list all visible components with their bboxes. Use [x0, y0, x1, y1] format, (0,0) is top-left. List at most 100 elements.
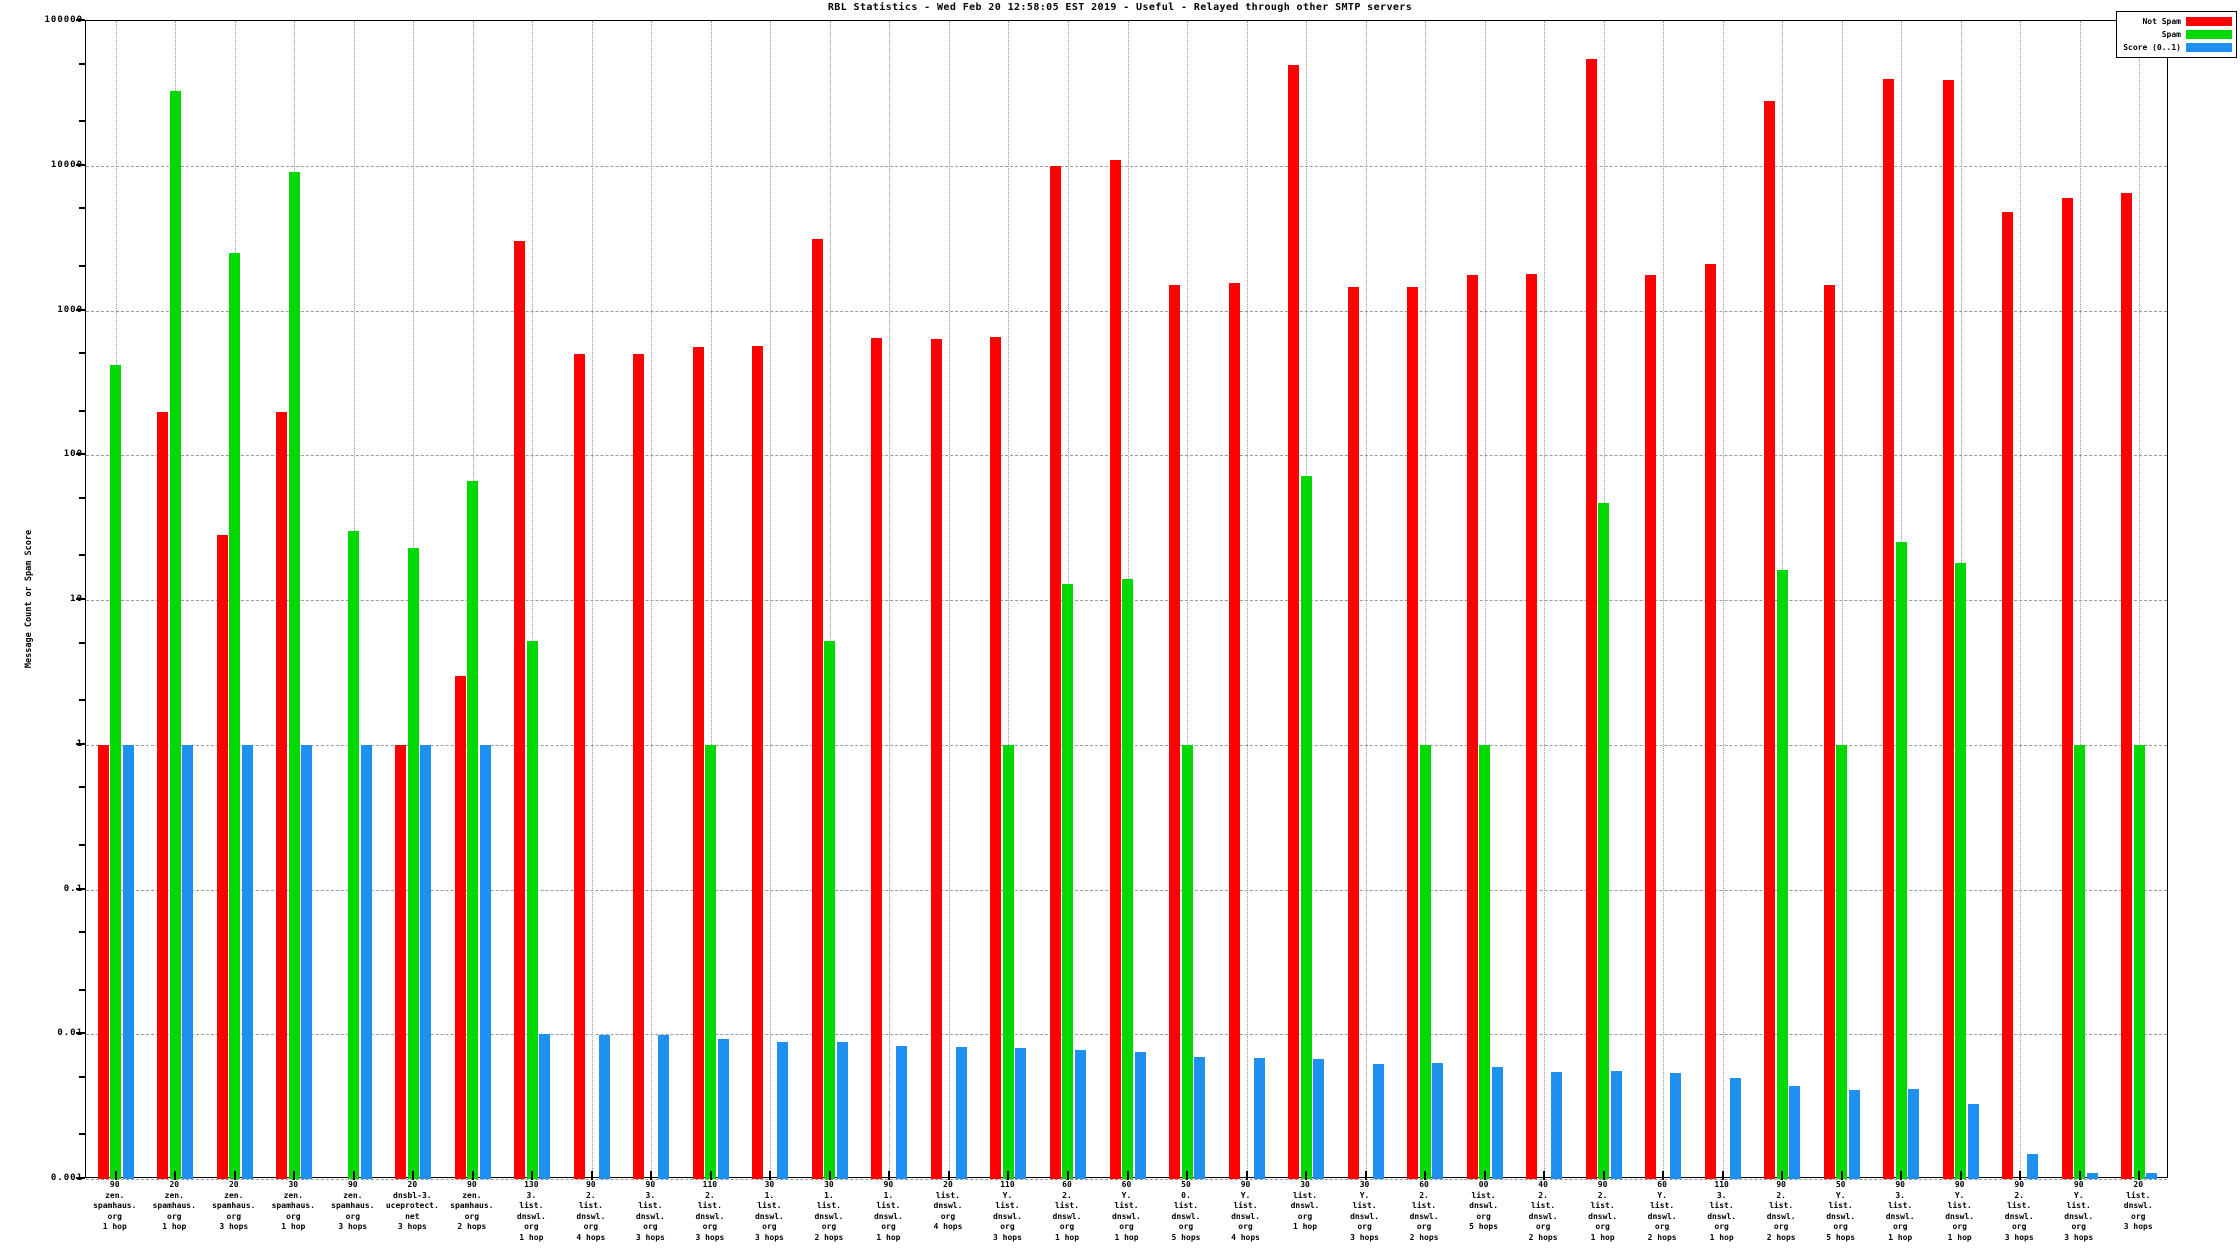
x-tick-label: 90 Y. list. dnswl. org 1 hop [1945, 1180, 1974, 1243]
x-label-domain-part: list. [757, 1201, 782, 1210]
bar-score [2146, 1173, 2158, 1179]
x-label-domain-part: Y. [1657, 1190, 1667, 1200]
bar-spam [467, 481, 479, 1179]
x-label-domain-part: list. [995, 1201, 1020, 1210]
x-tick-label: 90 1. list. dnswl. org 1 hop [874, 1180, 903, 1243]
x-label-hops: 3 hops [2064, 1232, 2094, 1242]
x-label-domain-part: org [583, 1222, 599, 1231]
y-tick-label: 100 [63, 449, 83, 460]
y-tick-mark-minor [79, 699, 85, 702]
x-label-domain-part: org [1952, 1222, 1967, 1231]
x-tick-mark [1126, 1171, 1129, 1180]
plot-area [85, 20, 2168, 1180]
x-tick-mark [114, 1171, 117, 1180]
x-label-score: 20 [943, 1180, 953, 1189]
y-tick-label: 0.1 [63, 883, 83, 894]
x-label-hops: 2 hops [1528, 1232, 1558, 1242]
y-tick-mark [76, 598, 85, 600]
bar-score [1729, 1077, 1741, 1179]
x-label-domain-part: dnswl. [1588, 1211, 1618, 1221]
bar-not-spam [1883, 78, 1895, 1179]
x-label-domain-part: list. [2126, 1190, 2151, 1200]
x-label-score: 90 [2014, 1180, 2025, 1189]
x-label-domain-part: org [345, 1211, 361, 1221]
x-label-domain-part: org [1476, 1211, 1491, 1221]
bar-not-spam [1109, 159, 1121, 1179]
y-tick-mark-minor [79, 352, 85, 355]
x-label-domain-part: 3. [1895, 1190, 1905, 1200]
x-label-domain-part: dnswl. [1528, 1211, 1558, 1221]
bar-score [717, 1038, 729, 1179]
x-tick-label: 30 1. list. dnswl. org 3 hops [755, 1180, 784, 1243]
bar-spam [2074, 744, 2086, 1179]
x-label-hops: 2 hops [1647, 1232, 1677, 1242]
gridline-vertical [2139, 21, 2141, 1177]
x-label-hops: 1 hop [1054, 1232, 1080, 1242]
x-tick-mark [590, 1171, 593, 1180]
x-tick-mark [1781, 1171, 1784, 1180]
bar-score [1967, 1103, 1979, 1179]
x-tick-mark [1007, 1171, 1010, 1180]
x-label-domain-part: Y. [1121, 1190, 1132, 1200]
x-label-domain-part: org [762, 1222, 777, 1231]
y-tick-label: 0.01 [57, 1028, 83, 1039]
x-tick-label: 90 2. list. dnswl. org 3 hops [2005, 1180, 2034, 1243]
x-label-domain-part: list. [2007, 1201, 2032, 1210]
y-tick-label: 1000 [57, 304, 83, 315]
bar-spam [1419, 744, 1431, 1179]
x-label-score: 90 [1895, 1180, 1905, 1189]
x-tick-mark [1245, 1171, 1248, 1180]
x-label-domain-part: spamhaus. [152, 1201, 196, 1210]
x-label-hops: 1 hop [162, 1222, 187, 1231]
x-tick-mark [888, 1171, 891, 1180]
x-label-hops: 3 hops [2004, 1232, 2034, 1242]
x-label-domain-part: 2. [1419, 1190, 1429, 1200]
y-tick-mark [76, 19, 85, 21]
bar-not-spam [1407, 287, 1419, 1179]
x-label-domain-part: dnswl. [1469, 1201, 1499, 1210]
x-label-score: 00 [1478, 1180, 1489, 1189]
x-tick-mark [1959, 1171, 1962, 1180]
x-label-domain-part: Y. [1359, 1190, 1370, 1200]
legend-label-not-spam: Not Spam [2142, 17, 2181, 26]
x-label-domain-part: dnswl. [635, 1211, 665, 1221]
x-tick-mark [1662, 1171, 1665, 1180]
x-label-domain-part: org [286, 1211, 301, 1221]
x-label-domain-part: net [405, 1211, 420, 1221]
gridline-vertical [770, 21, 772, 1177]
bar-spam [407, 547, 419, 1179]
y-tick-mark-minor [79, 931, 85, 934]
x-label-domain-part: list. [1471, 1190, 1496, 1200]
x-label-hops: 2 hops [1766, 1232, 1796, 1242]
gridline-vertical [2020, 21, 2022, 1177]
gridline-vertical [1365, 21, 1367, 1177]
x-label-domain-part: list. [519, 1201, 544, 1210]
bar-score [539, 1034, 551, 1179]
x-label-domain-part: dnswl. [1766, 1211, 1796, 1221]
x-label-hops: 1 hop [1292, 1222, 1318, 1231]
x-label-hops: 1 hop [519, 1232, 544, 1242]
gridline-vertical [889, 21, 891, 1177]
x-label-hops: 1 hop [876, 1232, 901, 1242]
x-label-score: 90 [1954, 1180, 1965, 1189]
x-label-domain-part: list. [1531, 1201, 1556, 1210]
x-label-hops: 3 hops [338, 1222, 368, 1231]
x-label-score: 90 [883, 1180, 894, 1189]
bar-score [2027, 1153, 2039, 1179]
x-tick-mark [650, 1171, 653, 1180]
x-label-score: 90 [2073, 1180, 2084, 1189]
gridline-vertical [591, 21, 593, 1177]
x-tick-label: 20 dnsbl-3. uceprotect. net 3 hops [386, 1180, 439, 1233]
x-label-domain-part: 2. [2014, 1190, 2025, 1200]
x-label-domain-part: dnswl. [695, 1211, 725, 1221]
x-tick-mark [1721, 1171, 1724, 1180]
y-tick-label: 100000 [44, 15, 83, 25]
gridline-vertical [829, 21, 831, 1177]
x-label-domain-part: Y. [2073, 1190, 2084, 1200]
bar-score [777, 1041, 789, 1179]
bar-score [1551, 1071, 1563, 1179]
x-label-score: 60 [1419, 1180, 1429, 1189]
x-tick-mark [1364, 1171, 1367, 1180]
y-tick-mark-minor [79, 554, 85, 557]
x-tick-label: 00 list. dnswl. org 5 hops [1469, 1180, 1498, 1233]
